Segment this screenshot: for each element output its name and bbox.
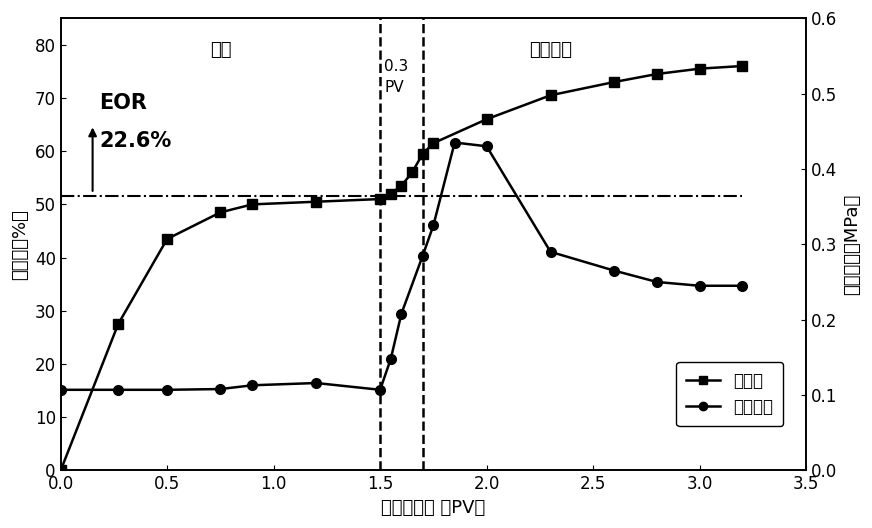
Y-axis label: 采收率（%）: 采收率（%） — [11, 209, 29, 280]
Legend: 采收率, 注入压力: 采收率, 注入压力 — [676, 362, 783, 426]
Text: 22.6%: 22.6% — [99, 130, 171, 150]
Text: EOR: EOR — [99, 93, 146, 114]
Text: PV: PV — [385, 80, 404, 95]
Text: 水驱: 水驱 — [209, 41, 231, 59]
Text: 0.3: 0.3 — [385, 59, 409, 73]
X-axis label: 累计注入量 （PV）: 累计注入量 （PV） — [381, 499, 486, 517]
Text: 后续水驱: 后续水驱 — [529, 41, 572, 59]
Y-axis label: 注入压力（MPa）: 注入压力（MPa） — [843, 194, 861, 295]
